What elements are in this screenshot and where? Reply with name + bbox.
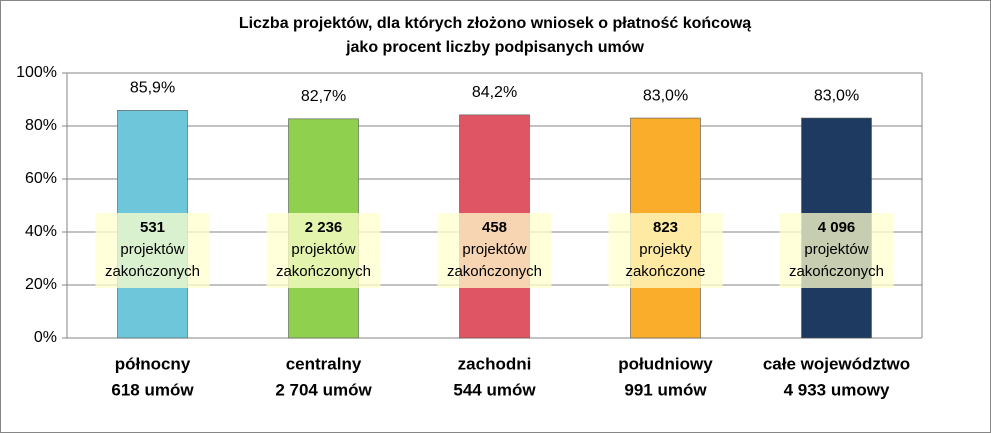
x-tick-sublabel: 2 704 umów (275, 380, 372, 399)
annotation-text: projektów (462, 241, 526, 258)
y-tick-label: 0% (34, 329, 57, 346)
annotation-text: 458 (482, 219, 507, 236)
x-tick-label: północny (115, 354, 191, 373)
annotation-text: 2 236 (305, 219, 343, 236)
annotation-text: zakończonych (105, 263, 200, 280)
y-tick-label: 100% (16, 64, 57, 81)
x-tick-sublabel: 991 umów (624, 380, 707, 399)
x-tick-label: centralny (286, 354, 362, 373)
annotation-text: zakończonych (276, 263, 371, 280)
x-tick-sublabel: 4 933 umowy (784, 380, 890, 399)
annotation-text: projektów (291, 241, 355, 258)
annotation-box (266, 213, 381, 288)
value-label: 83,0% (814, 87, 859, 104)
annotation-text: zakończone (625, 263, 705, 280)
annotation-text: projektów (120, 241, 184, 258)
y-tick-label: 20% (25, 276, 57, 293)
annotation-text: 4 096 (818, 219, 856, 236)
annotation-text: projekty (639, 241, 692, 258)
x-tick-label: całe województwo (763, 354, 910, 373)
x-tick-sublabel: 618 umów (111, 380, 194, 399)
annotation-text: 531 (140, 219, 165, 236)
annotation-text: zakończonych (789, 263, 884, 280)
x-tick-sublabel: 544 umów (453, 380, 536, 399)
x-tick-label: południowy (618, 354, 713, 373)
chart-title: Liczba projektów, dla których złożono wn… (239, 15, 751, 32)
value-label: 83,0% (643, 87, 688, 104)
value-label: 82,7% (301, 88, 346, 105)
annotation-box (608, 213, 723, 288)
annotation-text: projektów (804, 241, 868, 258)
annotation-box (779, 213, 894, 288)
annotation-text: 823 (653, 219, 678, 236)
value-label: 85,9% (130, 80, 175, 97)
value-label: 84,2% (472, 84, 517, 101)
x-tick-label: zachodni (458, 354, 532, 373)
annotation-box (437, 213, 552, 288)
y-tick-label: 60% (25, 170, 57, 187)
annotation-box (95, 213, 210, 288)
annotation-text: zakończonych (447, 263, 542, 280)
y-tick-label: 80% (25, 117, 57, 134)
chart-title: jako procent liczby podpisanych umów (345, 39, 644, 56)
y-tick-label: 40% (25, 223, 57, 240)
